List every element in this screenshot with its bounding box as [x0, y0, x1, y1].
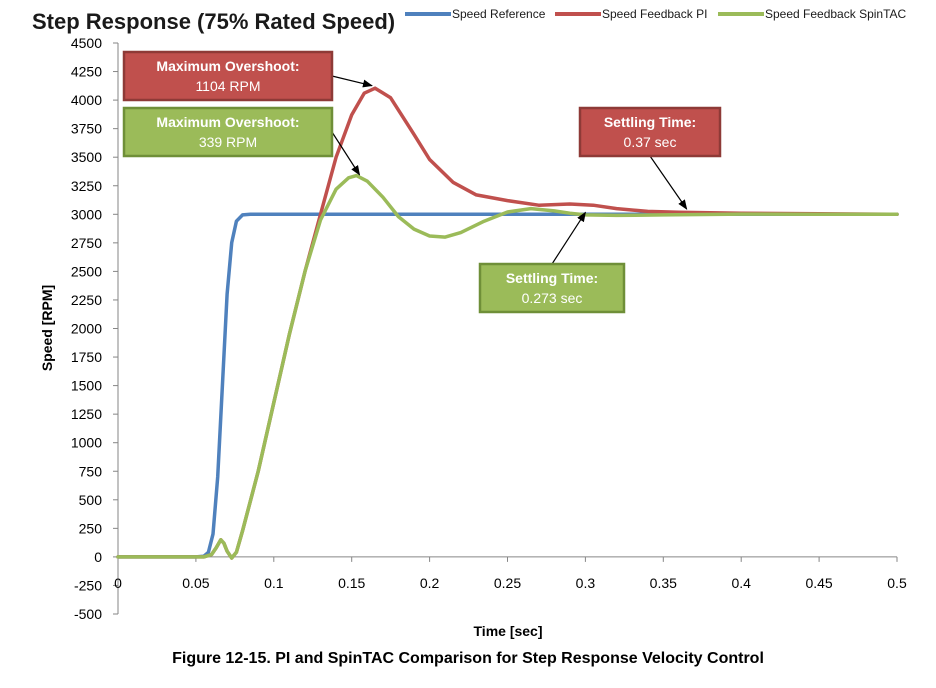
- annotation-box: [122, 106, 334, 158]
- y-tick-label: 0: [94, 549, 102, 565]
- y-tick-label: 1500: [71, 378, 102, 394]
- annotation-arrow: [551, 211, 586, 265]
- y-tick-label: 2750: [71, 235, 102, 251]
- y-tick-label: 750: [79, 463, 103, 479]
- x-tick-label: 0.5: [887, 575, 907, 591]
- x-tick-label: 0.4: [731, 575, 751, 591]
- annotation-box: [478, 262, 626, 314]
- y-tick-label: 3000: [71, 206, 102, 222]
- y-axis: -500 -250 0 250 500 750 1000 1250 1500 1750 2000 22…: [71, 35, 119, 622]
- annotation-arrow: [331, 75, 373, 88]
- y-tick-label: 4250: [71, 64, 102, 80]
- x-axis-label: Time [sec]: [474, 623, 543, 639]
- x-tick-label: 0.15: [338, 575, 365, 591]
- y-tick-label: 4500: [71, 35, 102, 51]
- annotation-value: 0.37 sec: [624, 134, 677, 150]
- x-tick-label: 0.05: [182, 575, 209, 591]
- chart-title: Step Response (75% Rated Speed): [32, 9, 395, 34]
- series-line-speed-feedback-pi: [116, 86, 899, 560]
- annotation-value: 0.273 sec: [522, 290, 583, 306]
- annotation-title: Settling Time:: [506, 270, 598, 286]
- x-tick-label: 0.35: [650, 575, 677, 591]
- legend-label: Speed Feedback SpinTAC: [765, 7, 907, 21]
- y-tick-label: 2250: [71, 292, 102, 308]
- annotation-callout: Maximum Overshoot: 339 RPM: [122, 106, 361, 176]
- x-tick-label: 0.25: [494, 575, 521, 591]
- chart: Step Response (75% Rated Speed) Speed Re…: [32, 7, 907, 639]
- y-tick-label: 3500: [71, 149, 102, 165]
- y-tick-label: -250: [74, 577, 102, 593]
- legend-label: Speed Feedback PI: [602, 7, 707, 21]
- x-tick-label: 0.45: [805, 575, 832, 591]
- annotation-callout: Maximum Overshoot: 1104 RPM: [122, 50, 373, 102]
- x-tick-label: 0.3: [576, 575, 596, 591]
- x-tick-label: 0.1: [264, 575, 284, 591]
- annotation-callout: Settling Time: 0.37 sec: [578, 106, 722, 210]
- y-tick-label: 2000: [71, 321, 102, 337]
- annotation-box: [122, 50, 334, 102]
- annotation-arrow: [331, 131, 361, 176]
- annotation-box: [578, 106, 722, 158]
- x-tick-label: 0: [114, 575, 122, 591]
- x-tick-label: 0.2: [420, 575, 440, 591]
- y-tick-label: 4000: [71, 92, 102, 108]
- annotation-title: Maximum Overshoot:: [156, 114, 299, 130]
- annotation-title: Settling Time:: [604, 114, 696, 130]
- y-tick-label: 1250: [71, 406, 102, 422]
- y-tick-label: 3750: [71, 121, 102, 137]
- y-tick-label: 1750: [71, 349, 102, 365]
- y-tick-label: -500: [74, 606, 102, 622]
- figure-caption: Figure 12-15. PI and SpinTAC Comparison …: [172, 650, 764, 667]
- series-line-speed-feedback-spintac: [116, 173, 899, 560]
- annotation-callout: Settling Time: 0.273 sec: [478, 211, 626, 314]
- legend: Speed Reference Speed Feedback PI Speed Fe…: [405, 7, 907, 21]
- annotation-title: Maximum Overshoot:: [156, 58, 299, 74]
- annotation-value: 339 RPM: [199, 134, 257, 150]
- legend-label: Speed Reference: [452, 7, 546, 21]
- y-tick-label: 500: [79, 492, 103, 508]
- x-axis: 0 0.05 0.1 0.15 0.2 0.25 0.3 0.35 0.4 0.45 0.5: [114, 556, 907, 591]
- y-tick-label: 1000: [71, 435, 102, 451]
- y-tick-label: 250: [79, 520, 103, 536]
- series-layer: [116, 86, 899, 560]
- annotation-value: 1104 RPM: [195, 78, 260, 94]
- y-tick-label: 2500: [71, 263, 102, 279]
- y-tick-label: 3250: [71, 178, 102, 194]
- y-axis-label: Speed [RPM]: [39, 285, 55, 371]
- annotation-arrow: [649, 155, 688, 210]
